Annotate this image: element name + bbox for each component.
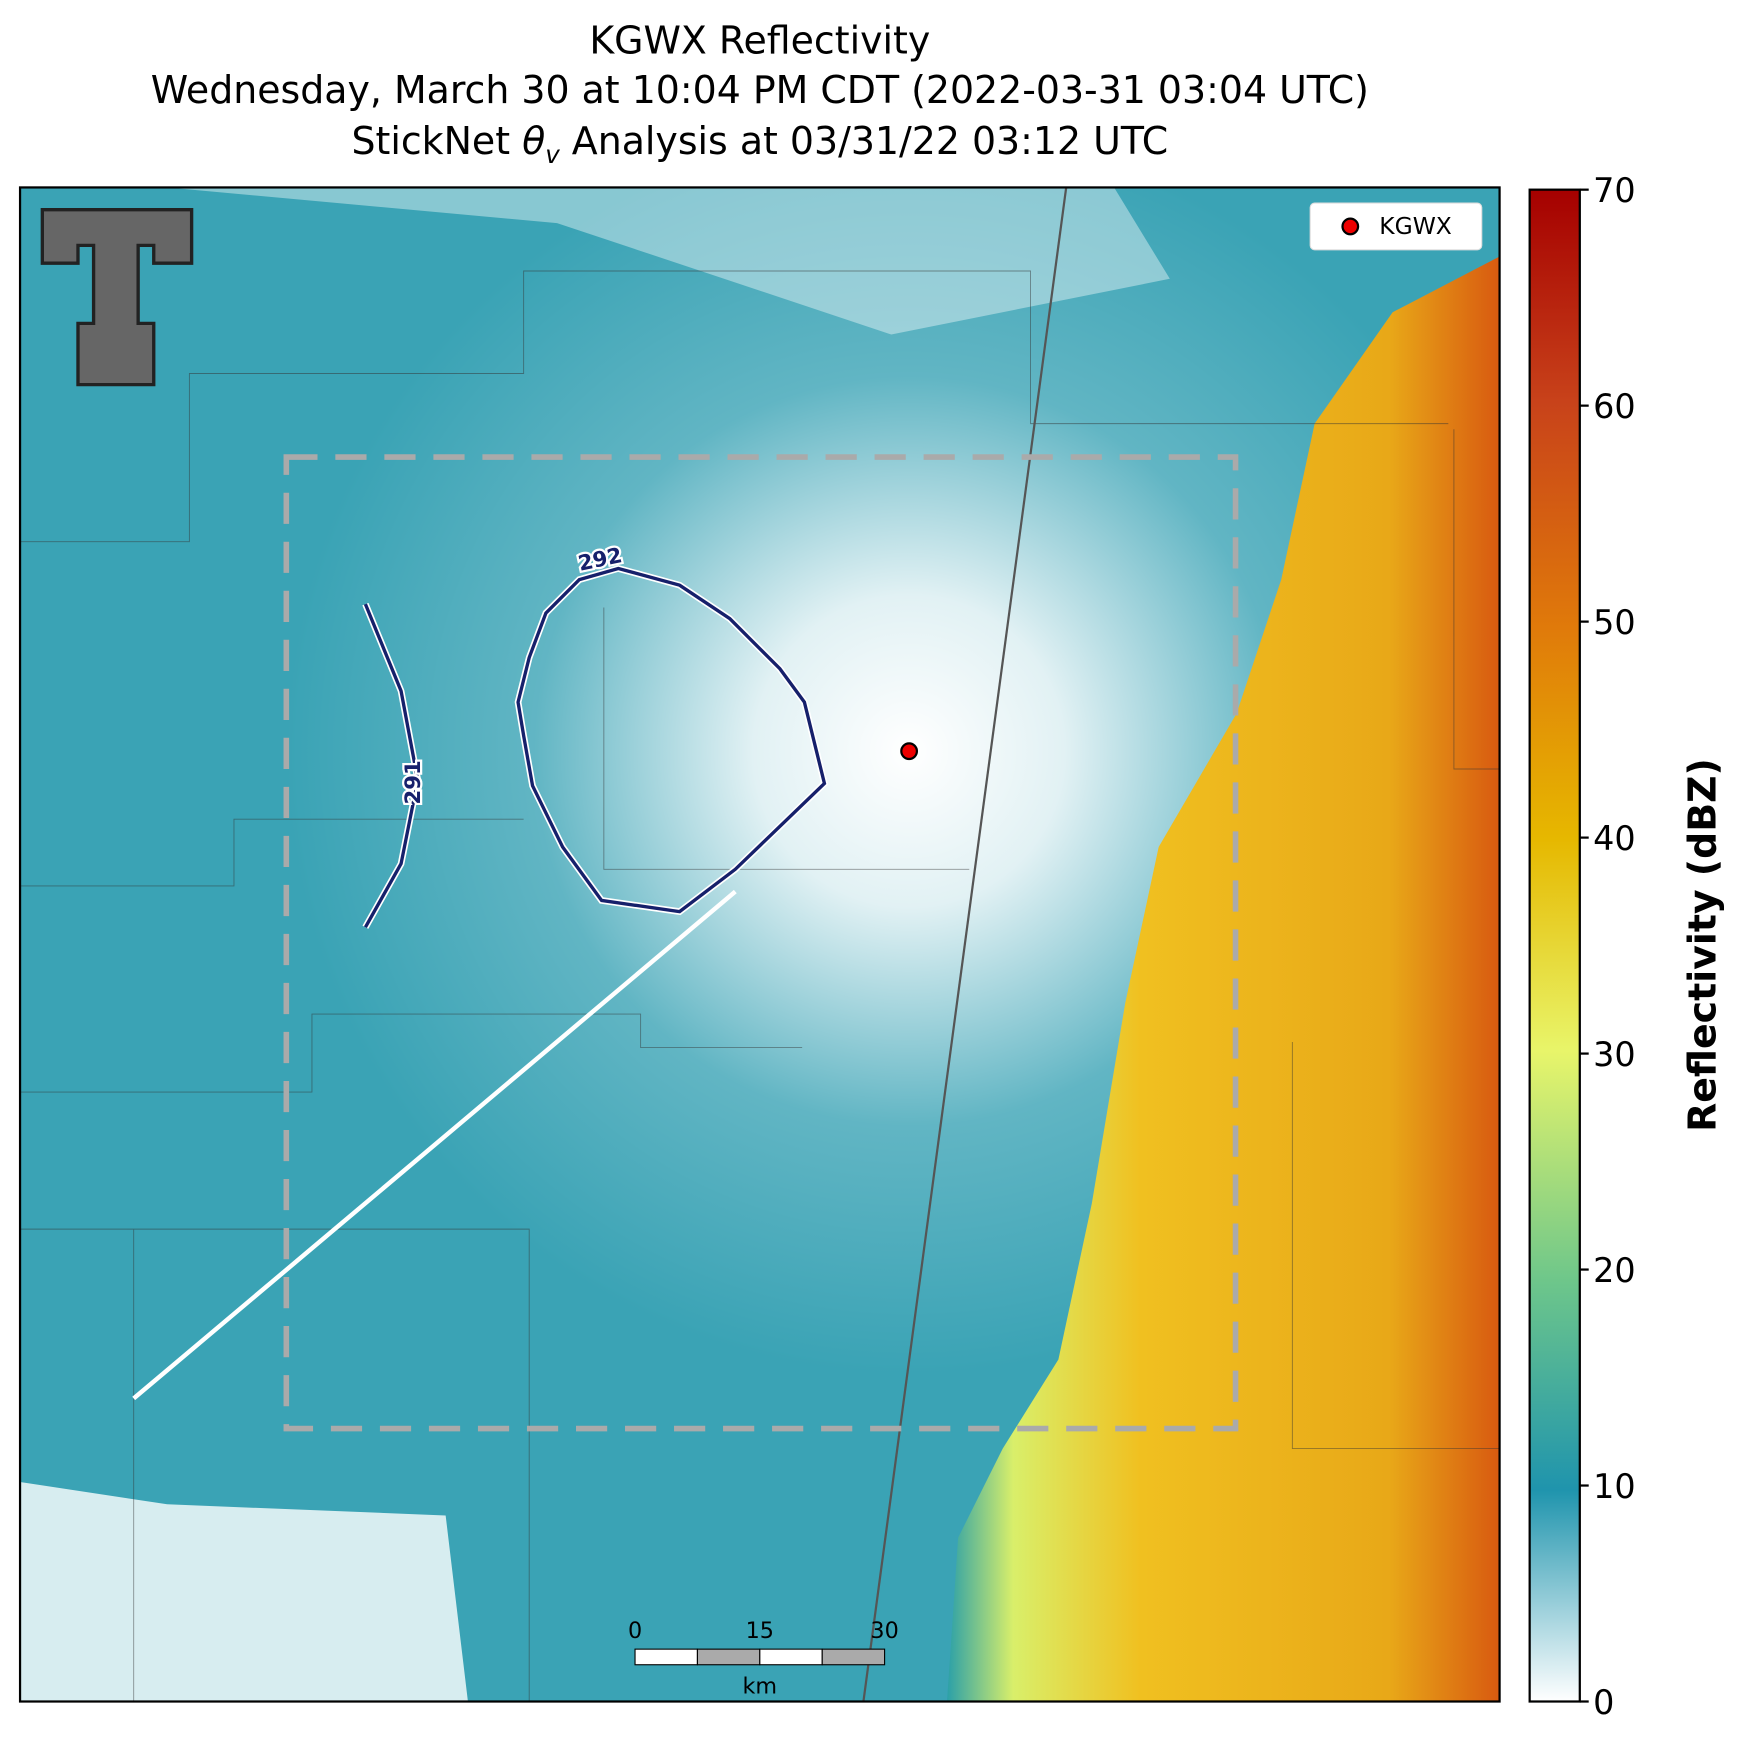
analysis-title: StickNet θv Analysis at 03/31/22 03:12 U…: [351, 119, 1168, 169]
colorbar-scale: [1528, 188, 1581, 1703]
subtitle: Wednesday, March 30 at 10:04 PM CDT (202…: [151, 68, 1369, 112]
title-part: StickNet: [351, 119, 522, 163]
legend: KGWX: [1309, 202, 1483, 251]
colorbar-tick-label: 30: [1593, 1035, 1636, 1074]
colorbar-label: Reflectivity (dBZ): [1681, 758, 1725, 1132]
radar-map: 292 291 KGWX 0 15 30 km: [20, 187, 1500, 1702]
title-part: Analysis at 03/31/22 03:12 UTC: [560, 119, 1168, 163]
scale-bar: 0 15 30 km: [628, 1618, 899, 1700]
colorbar-tick-label: 70: [1593, 171, 1636, 210]
colorbar-tick-label: 50: [1593, 603, 1636, 642]
scale-label: 0: [628, 1618, 642, 1644]
theta: θ: [522, 119, 545, 163]
colorbar-tick-label: 60: [1593, 387, 1636, 426]
scale-label: 15: [746, 1618, 774, 1644]
title: KGWX Reflectivity: [589, 19, 930, 63]
scale-label: 30: [870, 1618, 898, 1644]
colorbar: Reflectivity (dBZ) 0 10 20 30 40 50 60 70: [1528, 171, 1725, 1722]
colorbar-tick-label: 10: [1593, 1467, 1636, 1506]
radar-site: [900, 742, 919, 761]
legend-label: KGWX: [1379, 212, 1452, 240]
contour-label: 291: [400, 760, 425, 804]
colorbar-tick-label: 40: [1593, 819, 1636, 858]
legend-marker: [1341, 217, 1360, 236]
theta-sub: v: [545, 140, 560, 169]
scale-unit: km: [743, 1674, 778, 1700]
logo: [40, 208, 194, 387]
map-frame: [18, 186, 1501, 1703]
colorbar-tick-label: 20: [1593, 1251, 1636, 1290]
colorbar-tick-label: 0: [1593, 1683, 1614, 1722]
